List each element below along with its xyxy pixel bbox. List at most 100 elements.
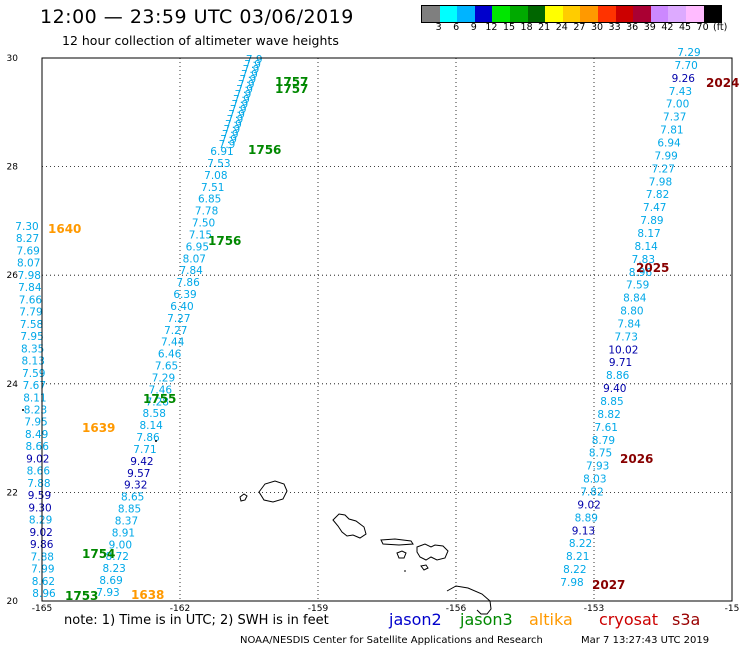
colorbar-swatch [545,6,563,22]
swh-value: 8.58 [143,408,166,420]
colorbar-label: 27 [573,22,586,33]
colorbar-swatch [685,6,704,22]
swh-value: 7.82 [646,189,669,201]
swh-value: 8.85 [600,396,623,408]
swh-value: 8.29 [29,515,52,527]
swh-value: 7.95 [24,417,47,429]
colorbar-label: 18 [520,22,533,33]
swh-value: 7.84 [617,318,641,330]
swh-value: 8.86 [606,370,630,382]
swh-value: 7.30 [15,221,38,233]
swh-value: 7.66 [19,294,43,306]
swh-value-overlap: 7.9 [238,79,255,91]
map-frame [41,57,733,602]
lon-tick-label: -159 [308,604,329,614]
swh-value: 7.29 [677,47,700,59]
footer-timestamp: Mar 7 13:27:43 UTC 2019 [581,635,710,646]
swh-value: 7.86 [176,277,200,289]
swh-value-overlap: 7.9 [227,114,244,126]
swh-value: 8.75 [589,448,612,460]
colorbar-label: 33 [608,22,621,33]
lat-tick-label: 30 [7,54,19,64]
island-kauai [258,480,288,503]
legend-jason2: jason2 [389,610,442,629]
swh-value: 9.02 [577,499,600,511]
swh-value: 9.00 [109,539,132,551]
swh-value: 6.94 [657,137,681,149]
swh-value: 7.58 [20,319,43,331]
swh-value-overlap: 7.9 [241,69,258,81]
swh-value: 8.03 [583,474,606,486]
colorbar-label: 15 [502,22,516,33]
colorbar-swatch [580,6,598,22]
swh-value: 8.23 [102,563,125,575]
swh-value: 9.40 [603,383,626,395]
swh-value: 8.65 [121,492,144,504]
colorbar-label: 6 [453,22,460,33]
colorbar-swatch [615,6,634,22]
swh-value: 8.85 [118,504,141,516]
swh-value: 9.26 [672,73,696,85]
time-label: 1756 [248,143,281,157]
swh-value-overlap: 7.9 [230,104,247,116]
swh-value: 7.61 [595,422,618,434]
swh-value: 7.29 [152,372,175,384]
legend-s3a: s3a [672,610,701,629]
swh-value: 7.84 [18,282,42,294]
island-niihau [239,493,248,502]
colorbar-swatch [422,6,440,22]
swh-value: 6.91 [210,146,233,158]
swh-value: 9.71 [609,357,632,369]
colorbar-swatch [527,6,546,22]
swh-value: 9.30 [28,502,51,514]
swh-value: 8.35 [21,343,44,355]
lon-tick-label: -162 [170,604,190,614]
colorbar-swatch [474,6,493,22]
swh-value: 8.07 [183,253,206,265]
swh-value: 7.89 [640,215,663,227]
swh-value: 9.57 [127,468,150,480]
colorbar-label: 70 [696,22,709,33]
swh-value: 8.69 [99,575,122,587]
time-label: 1639 [82,421,115,435]
swh-value: 8.62 [32,576,55,588]
lat-tick-label: 26 [7,271,19,281]
swh-value: 7.27 [164,325,187,337]
swh-value: 6.85 [198,194,221,206]
colorbar-label: 39 [643,22,656,33]
swh-value-overlap: 7.9 [246,54,263,66]
swh-value: 7.47 [643,202,666,214]
swh-value: 7.78 [195,206,218,218]
swh-value: 8.14 [634,241,658,253]
swh-value-overlap: 7.9 [235,89,252,101]
swh-value: 8.82 [597,409,620,421]
swh-value: 8.17 [637,228,660,240]
time-label: 1755 [143,392,176,406]
lat-tick-label: 28 [7,163,19,173]
swh-value: 8.13 [22,356,45,368]
island-lanai [396,550,407,559]
swh-value-overlap: 7.9 [223,124,240,136]
swh-value: 7.00 [666,99,689,111]
swh-value: 8.66 [27,466,51,478]
swh-value: 6.95 [186,241,209,253]
time-label: 1754 [82,547,115,561]
time-label: 1638 [131,588,164,602]
legend-jason3: jason3 [460,610,513,629]
lon-tick-label: -156 [446,604,467,614]
swh-value: 7.59 [626,280,649,292]
legend-altika: altika [529,610,573,629]
swh-value: 9.02 [26,453,49,465]
swh-value-overlap: 7.9 [222,129,239,141]
wave-height-tracks: 7.308.277.698.077.987.847.667.797.587.95… [15,47,700,600]
swh-value: 8.37 [115,515,138,527]
swh-value: 7.86 [136,432,160,444]
colorbar-labels: 3 6 9 12 15 18 21 24 27 30 33 36 39 42 45 70 (ft) [421,22,731,36]
swh-value: 8.23 [24,405,47,417]
island-kahoolawe [420,564,429,571]
swh-value: 7.98 [649,176,672,188]
lon-tick-label: -153 [584,604,604,614]
colorbar-label: 3 [435,22,442,33]
